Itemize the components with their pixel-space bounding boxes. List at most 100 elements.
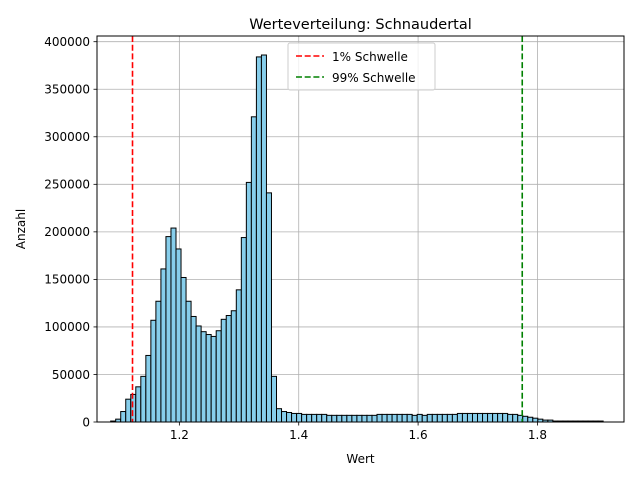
histogram-bar — [306, 413, 313, 423]
histogram-bar — [296, 412, 303, 423]
histogram-bar — [391, 413, 398, 423]
x-axis: 1.2 1.4 1.6 1.8 — [170, 422, 547, 442]
histogram-bar — [185, 300, 192, 423]
histogram-bar — [175, 248, 182, 423]
histogram-bar — [456, 412, 463, 423]
histogram-bar — [401, 413, 408, 423]
histogram-bar — [321, 413, 328, 423]
y-tick-label: 350000 — [44, 83, 90, 97]
histogram-bar — [311, 413, 318, 423]
histogram-bar — [477, 412, 484, 423]
histogram-bar — [471, 412, 479, 423]
histogram-bar — [326, 414, 333, 423]
histogram-bar — [441, 413, 448, 423]
y-tick-label: 250000 — [44, 178, 90, 192]
histogram-bar — [205, 334, 212, 423]
histogram-bar — [150, 319, 157, 423]
histogram-bar — [431, 413, 438, 423]
histogram-bar — [145, 354, 152, 423]
y-axis-label: Anzahl — [14, 209, 28, 249]
histogram-bar — [386, 413, 393, 423]
histogram-bar — [200, 331, 207, 423]
threshold-lines — [131, 36, 524, 422]
histogram-bar — [265, 192, 272, 423]
y-axis: 0 50000 100000 150000 200000 250000 300000 3500… — [44, 35, 97, 429]
histogram-bar — [215, 330, 222, 423]
histogram-bar — [301, 413, 308, 423]
histogram-bar — [527, 416, 534, 423]
histogram-bar — [190, 315, 197, 423]
histogram-bar — [341, 414, 348, 423]
histogram-bar — [411, 414, 418, 423]
histogram-bar — [522, 415, 529, 423]
histogram-bar — [461, 412, 468, 423]
x-tick-label: 1.2 — [170, 428, 189, 442]
histogram-bar — [220, 318, 227, 423]
x-tick-label: 1.8 — [528, 428, 547, 442]
histogram-bar — [482, 412, 489, 423]
histogram-bar — [366, 414, 373, 423]
histogram-bar — [135, 386, 142, 423]
histogram-bar — [502, 412, 509, 423]
y-tick-label: 300000 — [44, 130, 90, 144]
histogram-bar — [466, 412, 473, 423]
histogram-bar — [245, 181, 252, 423]
histogram-bar — [512, 413, 519, 423]
y-tick-label: 0 — [82, 415, 90, 429]
histogram-bar — [286, 411, 293, 423]
histogram-bar — [210, 335, 217, 423]
histogram-bar — [281, 411, 288, 423]
y-tick-label: 50000 — [52, 368, 90, 382]
legend-label-1pct: 1% Schwelle — [332, 50, 408, 64]
histogram-bar — [270, 375, 278, 423]
histogram-bar — [255, 56, 262, 423]
histogram-bar — [356, 414, 363, 423]
histogram-bar — [331, 414, 338, 423]
histogram-bar — [406, 413, 413, 423]
histogram-bar — [532, 417, 539, 423]
histogram-bar — [165, 236, 172, 423]
histogram-bar — [235, 289, 242, 423]
histogram-bar — [376, 413, 383, 423]
histogram-bar — [170, 227, 177, 423]
histogram-bar — [260, 54, 267, 423]
x-tick-label: 1.4 — [289, 428, 308, 442]
histogram-bar — [416, 413, 423, 423]
histogram-bar — [371, 414, 378, 423]
x-tick-label: 1.6 — [409, 428, 428, 442]
y-tick-label: 200000 — [44, 225, 90, 239]
plot-frame — [96, 35, 625, 423]
histogram-bars — [110, 54, 604, 423]
histogram-bar — [426, 413, 433, 423]
legend-label-99pct: 99% Schwelle — [332, 71, 416, 85]
histogram-bar — [507, 413, 514, 423]
histogram-bar — [361, 414, 368, 423]
histogram-bar — [421, 414, 428, 423]
legend-box — [287, 42, 436, 91]
histogram-bar — [160, 268, 167, 423]
chart-title: Werteverteilung: Schnaudertal — [249, 17, 472, 33]
histogram-bar — [396, 413, 403, 423]
histogram-bar — [336, 414, 343, 423]
y-tick-label: 100000 — [44, 320, 90, 334]
histogram-bar — [436, 413, 443, 423]
histogram-bar — [276, 408, 283, 423]
histogram-bar — [291, 412, 298, 423]
histogram-bar — [155, 300, 162, 423]
histogram-bar — [125, 398, 132, 423]
histogram-bar — [195, 325, 202, 423]
y-tick-label: 400000 — [44, 35, 90, 49]
histogram-bar — [497, 412, 504, 423]
histogram-bar — [487, 412, 494, 423]
histogram-bar — [446, 413, 453, 423]
x-axis-label: Wert — [346, 452, 374, 466]
histogram-bar — [225, 315, 232, 423]
histogram-bar — [451, 413, 458, 423]
histogram-bar — [381, 413, 388, 423]
legend: 1% Schwelle 99% Schwelle — [287, 42, 436, 91]
histogram-bar — [351, 414, 358, 423]
histogram-bar — [120, 411, 127, 423]
histogram-bar — [250, 116, 257, 423]
histogram-bar — [230, 310, 237, 423]
